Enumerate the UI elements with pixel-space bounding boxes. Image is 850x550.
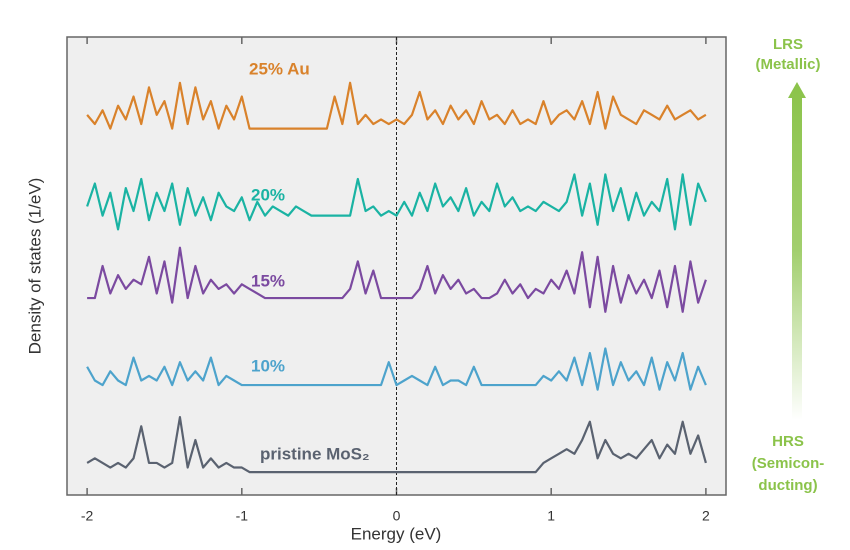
- dos-line: [86, 416, 707, 474]
- x-tick-label: 2: [702, 508, 710, 524]
- side-label: HRS: [772, 433, 804, 450]
- x-tick-label: -1: [236, 508, 249, 524]
- x-tick-label: 1: [547, 508, 555, 524]
- dos-line: [87, 246, 707, 313]
- x-tick-label: 0: [393, 508, 401, 524]
- state-arrow: [788, 82, 806, 420]
- x-axis-label: Energy (eV): [351, 524, 442, 543]
- side-label: (Semicon-: [752, 455, 825, 472]
- side-label: (Metallic): [755, 56, 820, 73]
- dos-line: [86, 173, 707, 231]
- dos-line: [86, 347, 707, 391]
- series-label: 20%: [251, 185, 285, 204]
- side-label: ducting): [758, 477, 817, 494]
- x-tick-label: -2: [81, 508, 94, 524]
- dos-line: [86, 81, 707, 130]
- series-label: pristine MoS₂: [260, 444, 370, 463]
- side-label: LRS: [773, 36, 803, 53]
- y-axis-label: Density of states (1/eV): [25, 178, 44, 355]
- series-label: 15%: [251, 271, 285, 290]
- series-label: 10%: [251, 356, 285, 375]
- series-label: 25% Au: [249, 59, 310, 78]
